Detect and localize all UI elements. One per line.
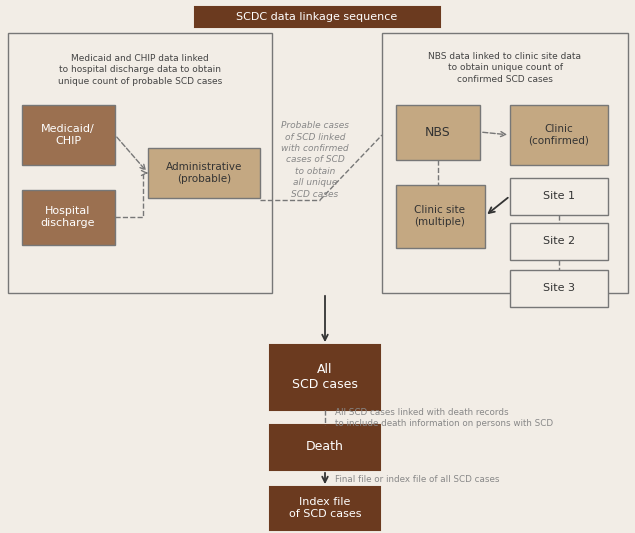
Text: Clinic
(confirmed): Clinic (confirmed) bbox=[528, 124, 589, 146]
Text: SCDC data linkage sequence: SCDC data linkage sequence bbox=[236, 12, 398, 22]
Text: Hospital
discharge: Hospital discharge bbox=[41, 206, 95, 228]
Text: Site 1: Site 1 bbox=[543, 191, 575, 201]
Bar bbox=[8, 33, 272, 293]
Text: Medicaid/
CHIP: Medicaid/ CHIP bbox=[41, 124, 95, 146]
Text: Site 3: Site 3 bbox=[543, 283, 575, 293]
Text: Clinic site
(multiple): Clinic site (multiple) bbox=[415, 205, 465, 227]
Bar bbox=[382, 33, 628, 293]
Bar bbox=[396, 105, 480, 160]
Bar bbox=[270, 345, 380, 410]
Bar bbox=[396, 185, 485, 248]
Bar bbox=[148, 148, 260, 198]
Text: NBS: NBS bbox=[425, 125, 451, 139]
Bar bbox=[510, 105, 608, 165]
Text: All SCD cases linked with death records
to include death information on persons : All SCD cases linked with death records … bbox=[335, 408, 553, 427]
Text: NBS data linked to clinic site data
to obtain unique count of
confirmed SCD case: NBS data linked to clinic site data to o… bbox=[429, 52, 582, 84]
Bar bbox=[270, 425, 380, 470]
Text: Index file
of SCD cases: Index file of SCD cases bbox=[289, 497, 361, 519]
Bar bbox=[510, 223, 608, 260]
Text: Final file or index file of all SCD cases: Final file or index file of all SCD case… bbox=[335, 474, 500, 483]
Bar bbox=[270, 487, 380, 530]
Text: All
SCD cases: All SCD cases bbox=[292, 363, 358, 391]
Bar bbox=[510, 270, 608, 307]
Text: Site 2: Site 2 bbox=[543, 236, 575, 246]
Bar bbox=[195, 7, 440, 27]
Text: Probable cases
of SCD linked
with confirmed
cases of SCD
to obtain
all unique
SC: Probable cases of SCD linked with confir… bbox=[281, 121, 349, 199]
Text: Administrative
(probable): Administrative (probable) bbox=[166, 162, 242, 184]
Bar bbox=[510, 178, 608, 215]
Bar bbox=[22, 190, 115, 245]
Bar bbox=[22, 105, 115, 165]
Text: Death: Death bbox=[306, 440, 344, 454]
Text: Medicaid and CHIP data linked
to hospital discharge data to obtain
unique count : Medicaid and CHIP data linked to hospita… bbox=[58, 54, 222, 86]
